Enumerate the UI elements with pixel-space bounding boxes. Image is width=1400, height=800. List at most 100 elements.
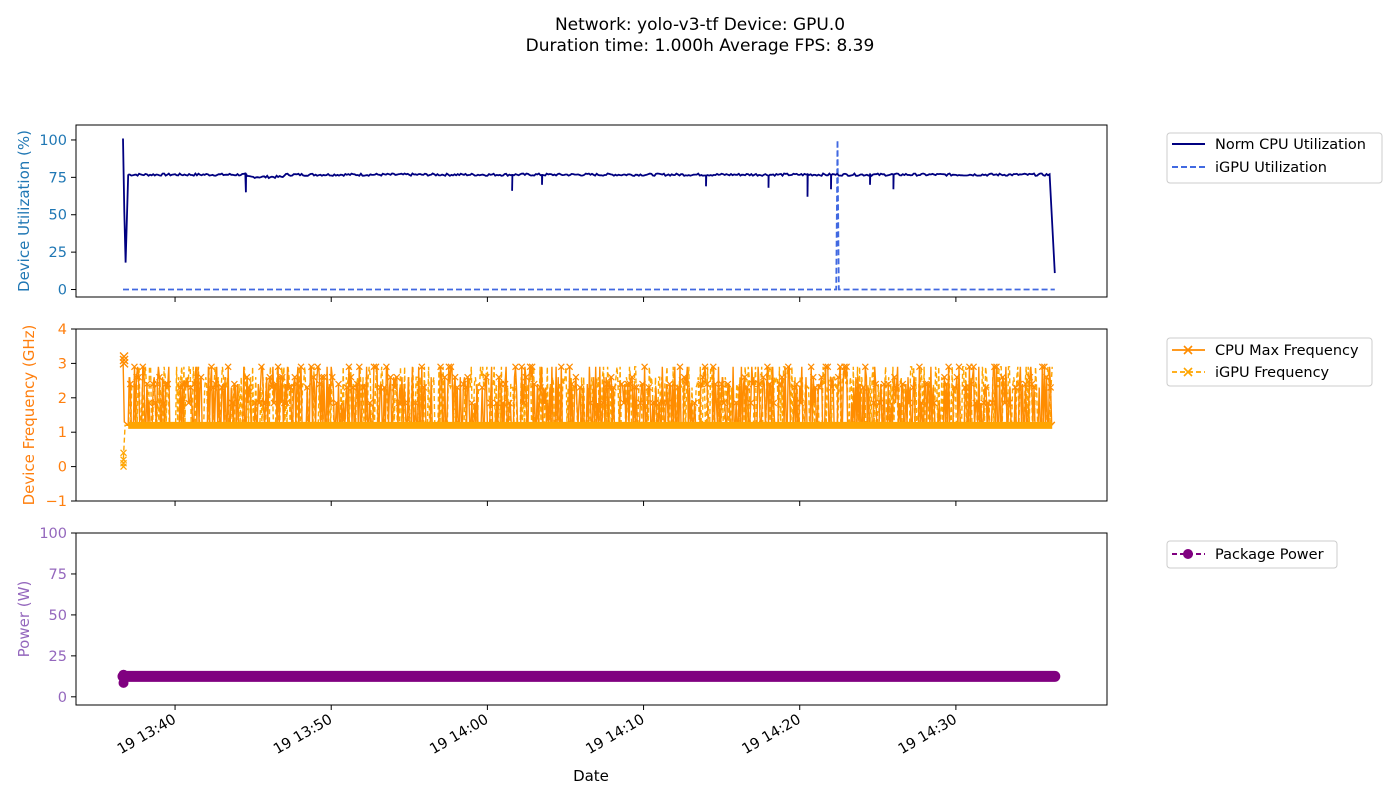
power-marker (118, 669, 129, 680)
cpu-freq-marker (156, 373, 163, 381)
cpu-freq-marker (749, 380, 757, 388)
cpu-freq-marker (326, 399, 334, 407)
cpu-freq-marker (360, 384, 367, 391)
power-x-ticks (174, 705, 957, 710)
cpu-freq-marker (628, 373, 636, 381)
cpu-freq-marker (310, 373, 317, 381)
cpu-freq-marker (909, 384, 917, 391)
utilization-axes-frame (75, 124, 1108, 298)
cpu-freq-marker (607, 373, 615, 381)
cpu-freq-marker (160, 399, 168, 407)
cpu-freq-marker (807, 363, 815, 371)
cpu-freq-marker (495, 373, 503, 381)
cpu-freq-marker (639, 380, 646, 388)
cpu-freq-marker (566, 363, 574, 371)
cpu-freq-marker (961, 384, 969, 391)
cpu-freq-marker (741, 373, 748, 381)
cpu-freq-marker (603, 380, 611, 388)
cpu-freq-marker (493, 399, 501, 407)
cpu-freq-marker (328, 373, 336, 381)
cpu-util-line (122, 138, 1056, 274)
utilization-x-ticks (174, 297, 957, 302)
legend-frequency-box (1166, 337, 1373, 387)
cpu-freq-marker (953, 373, 961, 381)
cpu-freq-marker (314, 363, 322, 371)
cpu-freq-marker (924, 380, 932, 388)
y-tick-label: 3 (58, 356, 67, 372)
title-line-1: Network: yolo-v3-tf Device: GPU.0 (555, 15, 845, 35)
cpu-freq-marker (382, 363, 390, 371)
cpu-freq-marker (893, 384, 900, 391)
cpu-freq-marker (270, 399, 278, 407)
cpu-freq-marker (318, 373, 326, 381)
cpu-freq-marker (620, 399, 628, 407)
cpu-freq-marker (243, 373, 251, 381)
cpu-freq-marker (258, 363, 265, 371)
cpu-freq-marker (1043, 373, 1050, 381)
legend-igpu-util-label: iGPU Utilization (1215, 160, 1327, 176)
cpu-freq-marker (445, 363, 453, 371)
cpu-freq-marker (828, 384, 836, 391)
cpu-freq-marker (530, 380, 538, 388)
cpu-freq-marker (131, 363, 138, 371)
cpu-freq-marker (420, 384, 428, 391)
cpu-freq-marker (260, 399, 267, 407)
cpu-freq-marker (447, 363, 455, 371)
cpu-freq-marker (391, 384, 399, 391)
y-tick-label: 4 (58, 322, 67, 338)
legend-frequency: CPU Max Frequency iGPU Frequency (1166, 337, 1373, 387)
cpu-freq-line (122, 356, 1056, 428)
cpu-freq-marker (1040, 363, 1048, 371)
cpu-freq-markers (126, 363, 1055, 407)
cpu-freq-marker (291, 373, 299, 381)
cpu-freq-marker (460, 380, 467, 388)
cpu-freq-marker (624, 380, 632, 388)
cpu-freq-marker (755, 380, 763, 388)
cpu-freq-marker (139, 363, 147, 371)
cpu-freq-marker (462, 384, 469, 391)
cpu-freq-marker (287, 384, 295, 391)
cpu-freq-marker (599, 399, 607, 407)
cpu-freq-marker (262, 399, 270, 407)
legend-cpu-freq-label: CPU Max Frequency (1215, 343, 1359, 359)
cpu-freq-marker (293, 380, 301, 388)
frequency-x-ticks (174, 501, 957, 506)
cpu-freq-marker (191, 380, 199, 388)
cpu-freq-marker (630, 384, 638, 391)
cpu-freq-marker (699, 373, 707, 381)
legend-power-box (1166, 540, 1338, 569)
cpu-freq-marker (418, 363, 426, 371)
y-tick-label: 1 (58, 425, 67, 441)
cpu-freq-marker (520, 399, 528, 407)
cpu-freq-marker (784, 363, 792, 371)
cpu-freq-marker (703, 380, 711, 388)
igpu-freq-start-markers (119, 352, 129, 471)
cpu-freq-marker (968, 380, 975, 388)
cpu-freq-marker (632, 384, 640, 391)
cpu-freq-marker (899, 380, 907, 388)
cpu-freq-marker (285, 384, 292, 391)
y-tick-label: 25 (49, 245, 67, 261)
cpu-freq-marker (522, 373, 530, 381)
cpu-freq-marker (557, 363, 565, 371)
cpu-freq-marker (143, 380, 151, 388)
legend-igpu-freq-swatch (1172, 367, 1205, 377)
cpu-freq-marker (280, 399, 288, 407)
frequency-y-ticks: −1 0 1 2 3 4 (46, 322, 76, 510)
cpu-freq-marker (999, 373, 1007, 381)
cpu-freq-marker (153, 380, 161, 388)
cpu-freq-marker (1005, 399, 1013, 407)
cpu-freq-marker (645, 384, 653, 391)
legend-utilization-box (1166, 132, 1383, 184)
cpu-freq-marker (990, 363, 998, 371)
cpu-freq-marker (266, 373, 274, 381)
cpu-freq-marker (1030, 384, 1038, 391)
cpu-freq-marker (274, 363, 282, 371)
cpu-freq-marker (1015, 380, 1023, 388)
cpu-freq-marker (941, 373, 948, 381)
cpu-freq-marker (916, 363, 923, 371)
cpu-freq-marker (119, 358, 129, 368)
cpu-freq-marker (572, 373, 580, 381)
cpu-freq-marker (218, 384, 226, 391)
